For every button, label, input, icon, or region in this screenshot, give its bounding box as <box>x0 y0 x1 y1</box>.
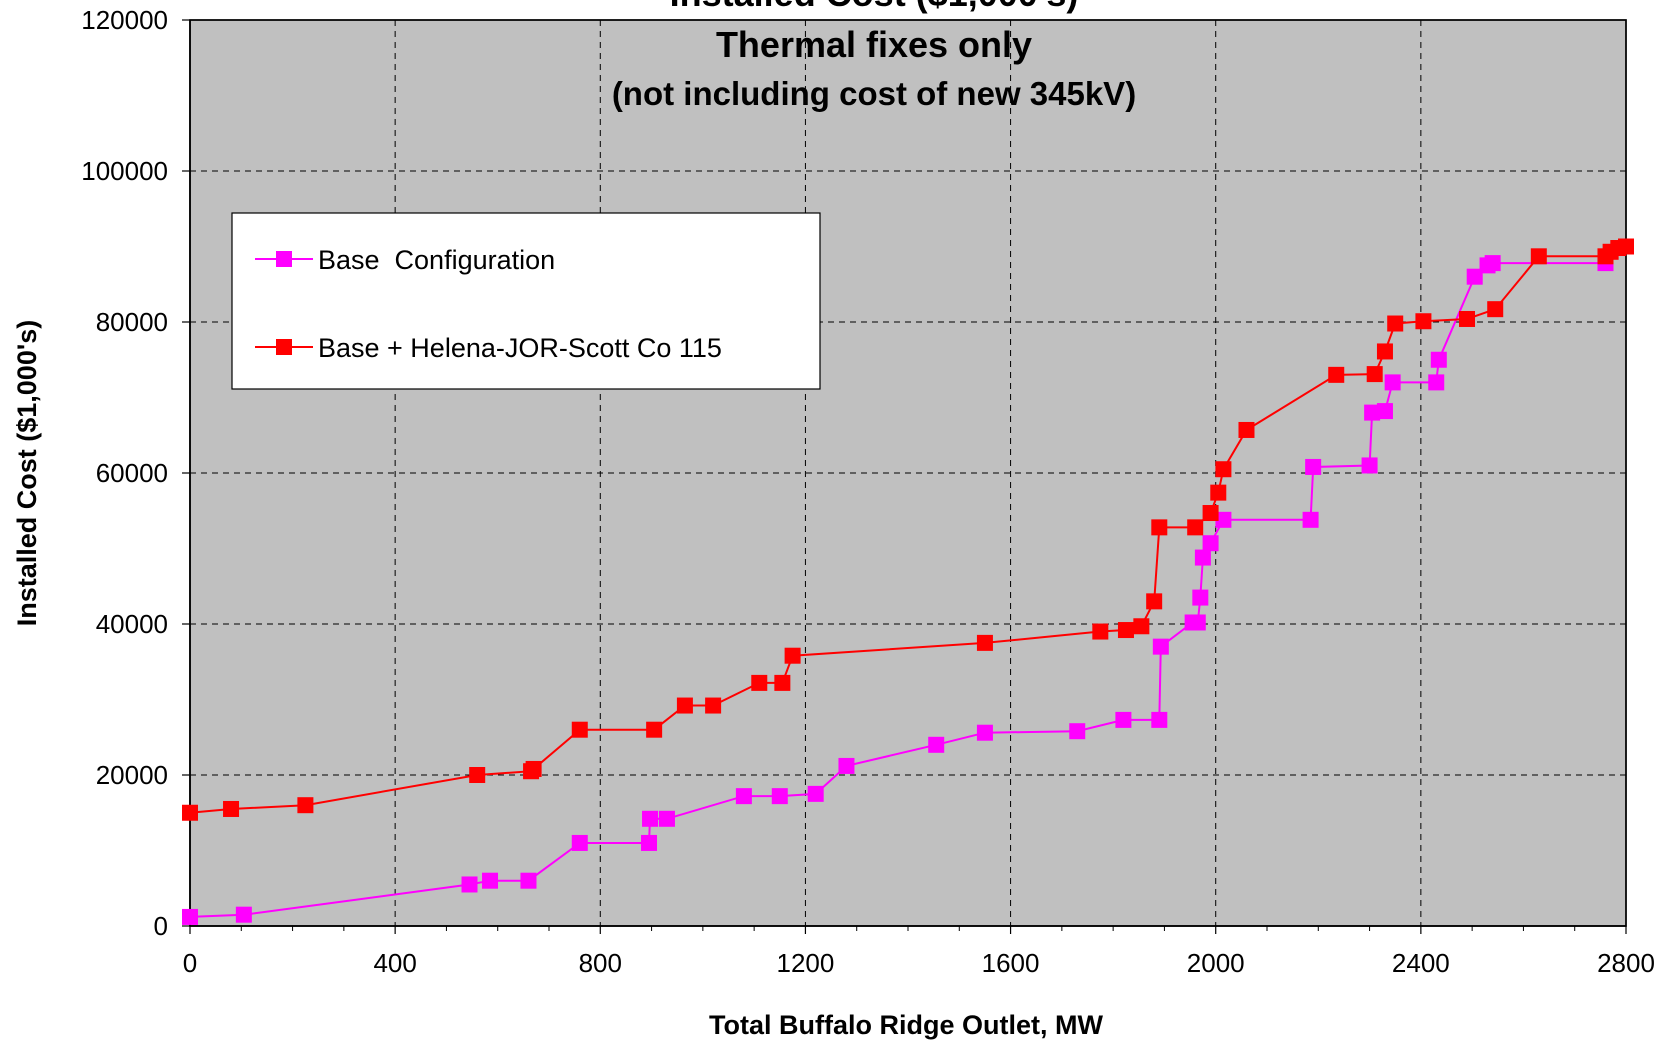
series-helena-jor-scott <box>182 238 1634 821</box>
data-point <box>1302 511 1319 528</box>
data-point <box>1152 638 1169 655</box>
data-point <box>223 800 240 817</box>
data-point <box>1387 315 1404 332</box>
data-point <box>838 757 855 774</box>
data-point <box>571 834 588 851</box>
legend: Base Configuration Base + Helena-JOR-Sco… <box>231 212 821 390</box>
data-point <box>1466 268 1483 285</box>
plot-frame <box>189 19 1627 927</box>
x-tick-label: 1600 <box>982 948 1040 978</box>
data-point <box>1194 549 1211 566</box>
data-point <box>1459 310 1476 327</box>
data-point <box>1115 711 1132 728</box>
data-point <box>928 736 945 753</box>
x-tick-label: 2000 <box>1187 948 1245 978</box>
data-point <box>1202 505 1219 522</box>
data-point <box>1366 366 1383 383</box>
data-point <box>297 797 314 814</box>
data-point <box>1187 519 1204 536</box>
data-point <box>705 697 722 714</box>
data-point <box>525 760 542 777</box>
data-point <box>1376 403 1393 420</box>
data-point <box>807 785 824 802</box>
data-point <box>1238 421 1255 438</box>
chart-subtitle: Thermal fixes only <box>716 24 1032 65</box>
data-point <box>1092 623 1109 640</box>
data-point <box>774 674 791 691</box>
data-point <box>646 721 663 738</box>
data-point <box>461 876 478 893</box>
data-point <box>641 834 658 851</box>
legend-marker-base <box>276 251 292 267</box>
data-point <box>1215 511 1232 528</box>
chart-subtitle-note: (not including cost of new 345kV) <box>612 75 1136 112</box>
data-point <box>235 906 252 923</box>
data-point <box>571 721 588 738</box>
data-point <box>1151 519 1168 536</box>
data-point <box>1415 313 1432 330</box>
data-point <box>976 634 993 651</box>
y-tick-label: 40000 <box>96 609 168 639</box>
data-point <box>1376 343 1393 360</box>
data-point <box>1215 461 1232 478</box>
data-point <box>1133 618 1150 635</box>
data-point <box>771 788 788 805</box>
x-tick-label: 800 <box>579 948 622 978</box>
data-point <box>1202 535 1219 552</box>
data-point <box>1192 589 1209 606</box>
data-point <box>658 810 675 827</box>
data-point <box>1210 484 1227 501</box>
data-point <box>676 697 693 714</box>
y-tick-label: 0 <box>154 911 168 941</box>
axes: 0 400 800 1200 1600 2000 2400 2800 0 20000 40000 60… <box>81 5 1655 978</box>
data-point <box>469 767 486 783</box>
data-point <box>1117 622 1134 639</box>
x-axis-title: Total Buffalo Ridge Outlet, MW <box>709 1010 1103 1040</box>
data-point <box>1484 255 1501 272</box>
data-point <box>1146 593 1163 610</box>
series-base-configuration <box>182 255 1614 925</box>
data-point <box>1530 248 1547 265</box>
data-point <box>784 647 801 664</box>
data-point <box>1189 614 1206 631</box>
y-tick-label: 120000 <box>81 5 168 35</box>
data-point <box>1618 238 1634 255</box>
data-point <box>976 724 993 741</box>
y-tick-label: 80000 <box>96 307 168 337</box>
data-point <box>751 674 768 691</box>
data-point <box>1328 366 1345 383</box>
data-point <box>1428 374 1445 391</box>
y-axis-title: Installed Cost ($1,000's) <box>12 320 42 627</box>
y-tick-label: 100000 <box>81 156 168 186</box>
chart-title: Installed Cost ($1,000's) <box>670 0 1079 14</box>
data-point <box>482 872 499 889</box>
series-layer <box>182 238 1634 925</box>
data-point <box>1069 723 1086 740</box>
data-point <box>735 788 752 805</box>
x-tick-label: 0 <box>183 948 197 978</box>
x-tick-label: 2400 <box>1392 948 1450 978</box>
data-point <box>1430 351 1447 368</box>
data-point <box>1384 374 1401 391</box>
legend-box <box>231 212 821 390</box>
y-tick-label: 20000 <box>96 760 168 790</box>
legend-marker-helena <box>276 339 292 355</box>
data-point <box>1364 404 1381 421</box>
data-point <box>1305 458 1322 475</box>
data-point <box>182 908 198 925</box>
data-point <box>520 872 537 889</box>
data-point <box>182 804 198 821</box>
legend-label-helena: Base + Helena-JOR-Scott Co 115 <box>318 333 722 363</box>
y-tick-label: 60000 <box>96 458 168 488</box>
x-tick-label: 2800 <box>1597 948 1655 978</box>
data-point <box>1487 301 1504 318</box>
x-tick-label: 400 <box>373 948 416 978</box>
x-tick-label: 1200 <box>777 948 835 978</box>
legend-label-base: Base Configuration <box>318 245 555 275</box>
data-point <box>642 810 659 827</box>
data-point <box>1361 457 1378 474</box>
data-point <box>1151 711 1168 728</box>
